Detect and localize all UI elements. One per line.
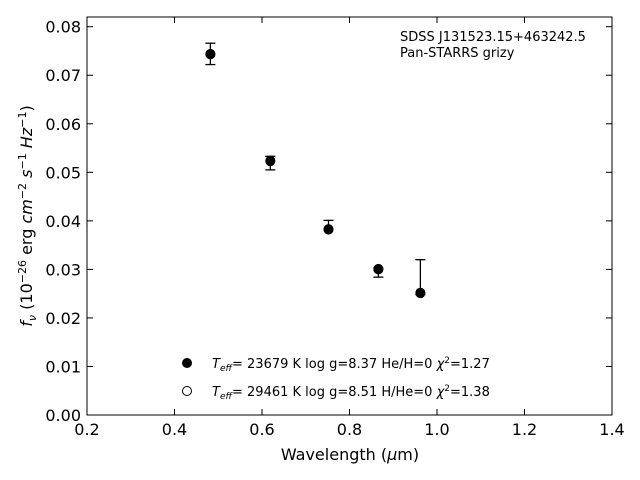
y-tick-label: 0.01	[45, 357, 81, 376]
y-tick-label: 0.00	[45, 406, 81, 425]
legend-entry-1-value: = 23679 K log g=8.37 He/H=0	[232, 357, 437, 372]
legend-entry-2: Teff= 29461 K log g=8.51 H/He=0 χ2=1.38	[212, 384, 490, 402]
model-point-filled	[415, 287, 426, 298]
y-tick-label: 0.02	[45, 309, 81, 328]
model-point-filled	[265, 156, 276, 167]
x-tick-label: 0.6	[249, 420, 274, 439]
legend-entry-1-chi: =1.27	[450, 357, 490, 372]
x-tick-label: 1.4	[599, 420, 624, 439]
y-tick-label: 0.05	[45, 163, 81, 182]
y-tick-label: 0.06	[45, 115, 81, 134]
y-tick-label: 0.03	[45, 260, 81, 279]
legend: Teff= 23679 K log g=8.37 He/H=0 χ2=1.27 …	[182, 356, 490, 402]
legend-entry-2-value: = 29461 K log g=8.51 H/He=0	[232, 385, 437, 400]
annotation-object: SDSS J131523.15+463242.5	[400, 30, 586, 45]
legend-entry-2-chi: =1.38	[450, 385, 490, 400]
x-axis-label: Wavelength (μm)	[281, 445, 419, 464]
x-tick-label: 1.2	[512, 420, 537, 439]
x-tick-label: 0.8	[337, 420, 362, 439]
axis-ticks: 0.2 0.4 0.6 0.8 1.0 1.2 1.4 0.00 0.01 0.02 0.03 0.0…	[45, 17, 625, 439]
legend-marker-open	[182, 386, 192, 396]
annotation-survey: Pan-STARRS grizy	[400, 46, 515, 61]
plot-frame	[86, 16, 613, 416]
error-bars	[205, 42, 426, 296]
y-tick-label: 0.04	[45, 212, 81, 231]
data-points	[205, 48, 426, 299]
x-tick-label: 0.4	[162, 420, 187, 439]
legend-entry-1: Teff= 23679 K log g=8.37 He/H=0 χ2=1.27	[212, 356, 490, 374]
model-point-filled	[373, 264, 384, 275]
legend-marker-filled	[182, 358, 192, 368]
y-axis-label: fν (10−26 erg cm−2 s−1 Hz−1)	[16, 105, 39, 326]
x-tick-label: 1.0	[424, 420, 449, 439]
y-tick-label: 0.08	[45, 18, 81, 37]
y-tick-label: 0.07	[45, 66, 81, 85]
model-point-filled	[205, 48, 216, 59]
x-tick-label: 0.2	[74, 420, 99, 439]
model-point-filled	[323, 224, 334, 235]
